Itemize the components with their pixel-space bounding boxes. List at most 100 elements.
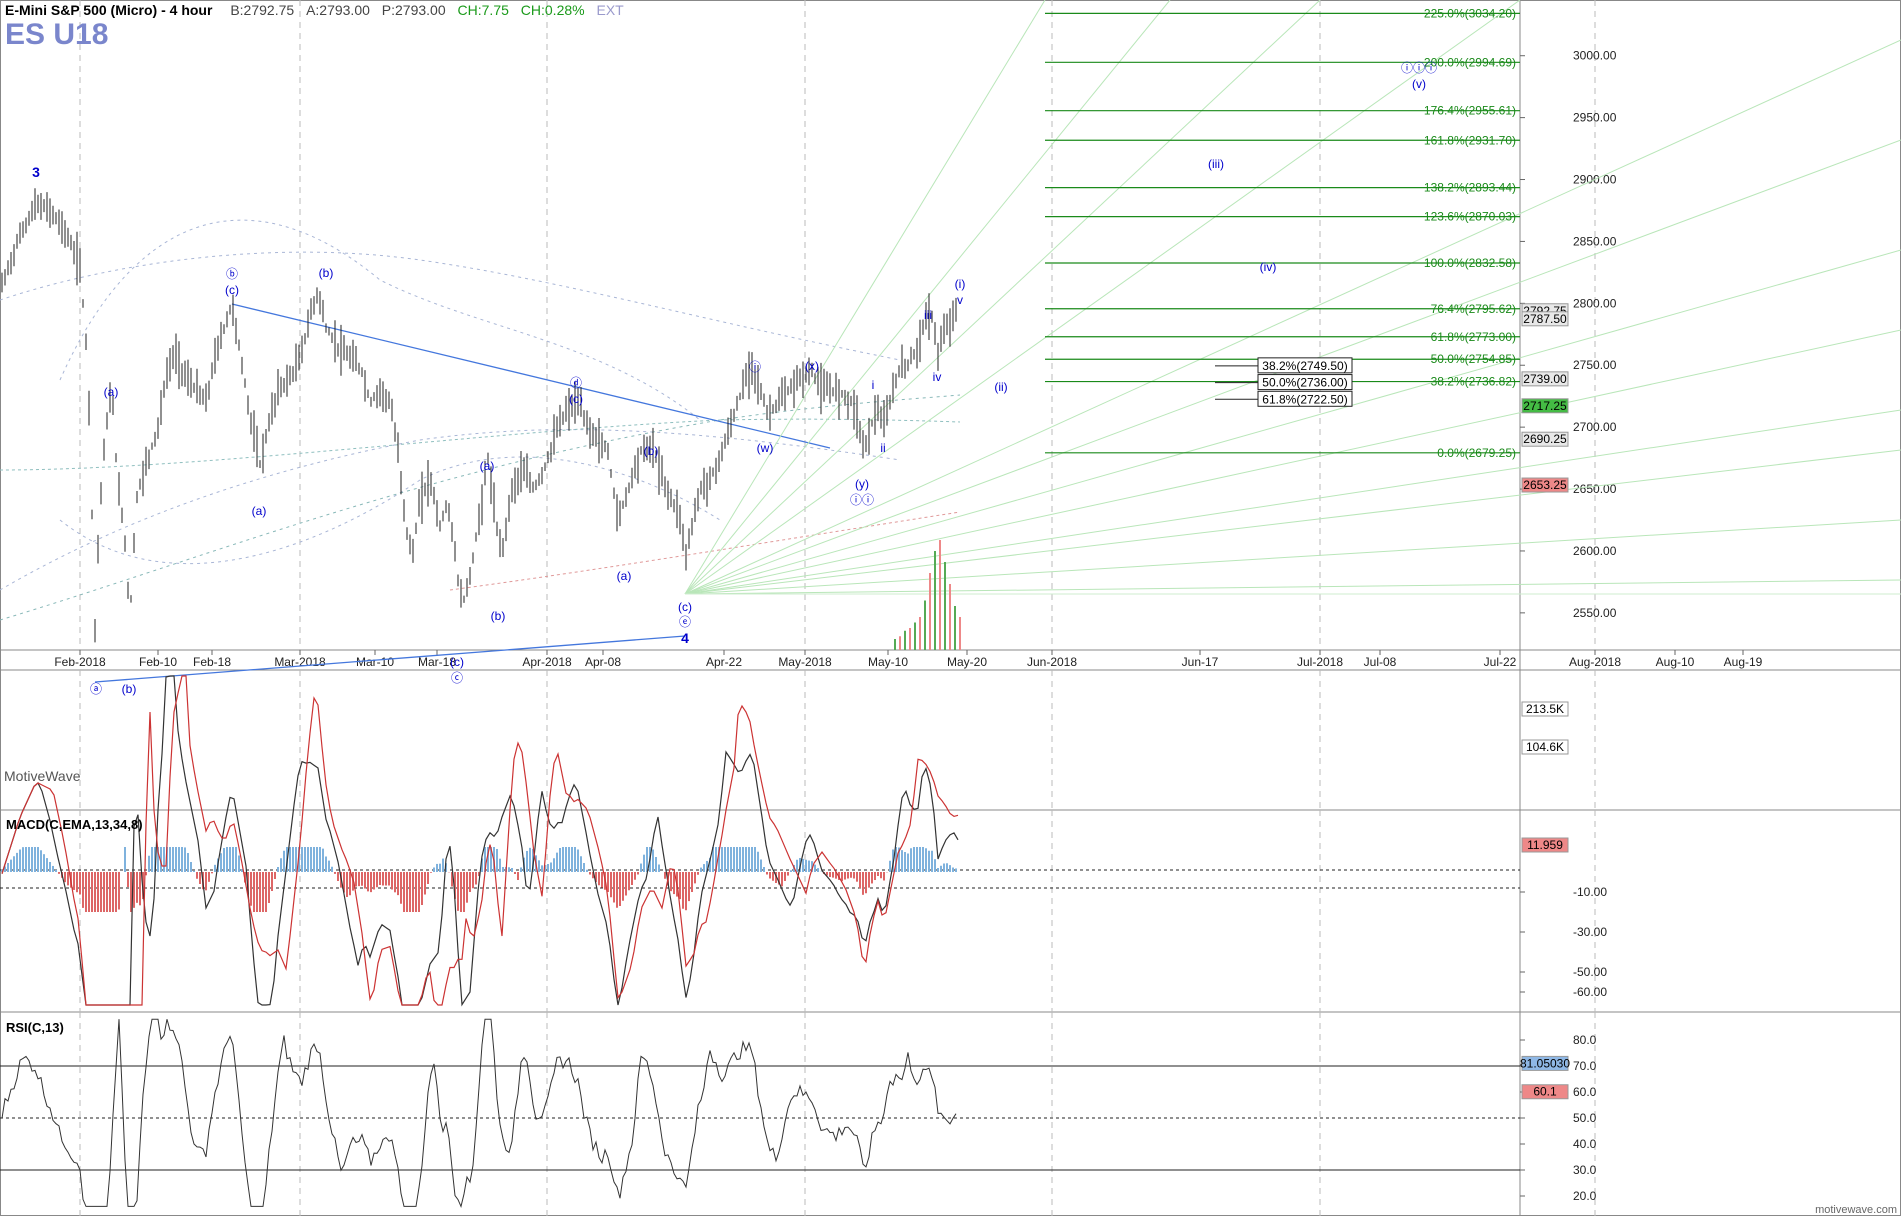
fib-extension-label: 76.4%(2795.62) bbox=[1431, 302, 1516, 316]
fib-retracement-label: 50.0%(2736.00) bbox=[1262, 376, 1347, 390]
y-tick-label: 20.0 bbox=[1573, 1189, 1597, 1203]
volume-bar bbox=[894, 639, 896, 650]
fib-extension-label: 100.0%(2832.58) bbox=[1424, 256, 1516, 270]
volume-bar bbox=[959, 617, 961, 650]
rsi-value-tag bbox=[1521, 1084, 1569, 1100]
volume-bar bbox=[939, 540, 941, 650]
fib-retracement-box bbox=[1257, 390, 1353, 407]
wave-label: ⓔ bbox=[679, 615, 691, 629]
macd-title: MACD(C,EMA,13,34,8) bbox=[6, 817, 143, 832]
ext-label[interactable]: EXT bbox=[596, 2, 624, 18]
fan-line bbox=[684, 249, 1901, 595]
x-tick-label: May-20 bbox=[947, 655, 987, 669]
price-tag bbox=[1521, 311, 1569, 327]
fib-extension-label: 161.8%(2931.70) bbox=[1424, 133, 1516, 147]
wave-label: (a) bbox=[252, 504, 267, 518]
fan-line bbox=[684, 0, 1521, 595]
fan-line bbox=[684, 0, 1171, 595]
wave-label: (b) bbox=[319, 266, 334, 280]
envelope-band bbox=[0, 251, 901, 361]
y-tick-label: 2950.00 bbox=[1573, 111, 1617, 125]
fib-extension-label: 200.0%(2994.69) bbox=[1424, 55, 1516, 69]
wave-label: (i) bbox=[955, 277, 966, 291]
wave-label: i bbox=[872, 378, 875, 392]
wave-label: (c) bbox=[225, 283, 239, 297]
y-tick-label: 50.0 bbox=[1573, 1111, 1597, 1125]
fan-line bbox=[684, 449, 1901, 595]
x-tick-label: Aug-10 bbox=[1656, 655, 1695, 669]
price-bars bbox=[1, 188, 957, 643]
x-tick-label: Feb-18 bbox=[193, 655, 231, 669]
volume-bar bbox=[914, 622, 916, 650]
envelope-band bbox=[59, 456, 721, 565]
wave-label: (b) bbox=[491, 609, 506, 623]
price-tag bbox=[1521, 398, 1569, 414]
volume-bar bbox=[934, 551, 936, 650]
fan-line bbox=[684, 39, 1901, 595]
wave-label: (b) bbox=[644, 444, 659, 458]
wave-label: (c) bbox=[678, 600, 692, 614]
x-tick-label: Feb-2018 bbox=[54, 655, 106, 669]
fan-line bbox=[684, 519, 1901, 595]
price-tag-label: 2690.25 bbox=[1523, 432, 1567, 446]
moving-average bbox=[0, 394, 961, 621]
x-tick-label: Apr-22 bbox=[706, 655, 742, 669]
macd-signal-line bbox=[1, 675, 959, 1006]
fib-extension-label: 123.6%(2870.03) bbox=[1424, 210, 1516, 224]
fib-retracement-label: 61.8%(2722.50) bbox=[1262, 392, 1347, 406]
wave-label: (iv) bbox=[1260, 260, 1277, 274]
wave-label: ⓘ bbox=[749, 360, 761, 374]
volume-bar bbox=[924, 600, 926, 650]
envelope-band bbox=[0, 429, 901, 591]
trendline-lower bbox=[94, 635, 686, 683]
change-percent: CH:0.28% bbox=[520, 2, 585, 18]
macd-value-label: 11.959 bbox=[1527, 838, 1563, 852]
x-tick-label: Jun-17 bbox=[1182, 655, 1219, 669]
fan-line bbox=[684, 409, 1901, 595]
wave-label: (a) bbox=[104, 385, 119, 399]
wave-label: ⓒ bbox=[451, 671, 463, 685]
price-tag bbox=[1521, 477, 1569, 493]
last-price: P:2793.00 bbox=[381, 2, 446, 18]
y-tick-label: 70.0 bbox=[1573, 1059, 1597, 1073]
x-tick-label: Aug-19 bbox=[1724, 655, 1763, 669]
y-tick-label: 2600.00 bbox=[1573, 544, 1617, 558]
fib-extension-label: 38.2%(2736.82) bbox=[1431, 375, 1516, 389]
wave-label: (v) bbox=[1412, 77, 1426, 91]
x-tick-label: Jul-08 bbox=[1364, 655, 1397, 669]
wave-label: 3 bbox=[32, 164, 40, 180]
y-tick-label: 60.0 bbox=[1573, 1085, 1597, 1099]
y-tick-label: -10.00 bbox=[1573, 885, 1607, 899]
x-tick-label: Apr-08 bbox=[585, 655, 621, 669]
y-tick-label: 30.0 bbox=[1573, 1163, 1597, 1177]
moving-average-teal bbox=[0, 418, 961, 471]
wave-label: (w) bbox=[757, 441, 774, 455]
rsi-upper-tag bbox=[1521, 1055, 1569, 1071]
fib-extension-label: 138.2%(2893.44) bbox=[1424, 181, 1516, 195]
x-tick-label: Aug-2018 bbox=[1569, 655, 1621, 669]
y-tick-label: 3000.00 bbox=[1573, 49, 1617, 63]
rsi-title: RSI(C,13) bbox=[6, 1020, 64, 1035]
trendline-upper bbox=[231, 303, 831, 449]
fib-extension-label: 176.4%(2955.61) bbox=[1424, 104, 1516, 118]
y-tick-label: 2550.00 bbox=[1573, 606, 1617, 620]
volume-tag-label: 213.5K bbox=[1526, 702, 1564, 716]
wave-label: (y) bbox=[855, 477, 869, 491]
moving-average-red bbox=[449, 511, 961, 591]
fib-extension-label: 0.0%(2679.25) bbox=[1437, 446, 1516, 460]
wave-label: 4 bbox=[681, 630, 689, 646]
y-tick-label: 2750.00 bbox=[1573, 358, 1617, 372]
volume-bar bbox=[929, 573, 931, 650]
wave-label: v bbox=[957, 293, 963, 307]
change-value: CH:7.75 bbox=[457, 2, 509, 18]
wave-label: (a) bbox=[480, 459, 495, 473]
y-tick-label: 2850.00 bbox=[1573, 234, 1617, 248]
rsi-upper-label: 81.05030 bbox=[1520, 1056, 1570, 1070]
instrument-name: E-Mini S&P 500 (Micro) - 4 hour bbox=[5, 2, 213, 18]
y-tick-label: -30.00 bbox=[1573, 925, 1607, 939]
fib-extension-label: 61.8%(2773.00) bbox=[1431, 330, 1516, 344]
x-tick-label: Apr-2018 bbox=[522, 655, 572, 669]
wave-label: (c) bbox=[569, 392, 583, 406]
wave-label: ⓘⓘ bbox=[850, 493, 874, 507]
wave-label: iii bbox=[924, 308, 932, 322]
